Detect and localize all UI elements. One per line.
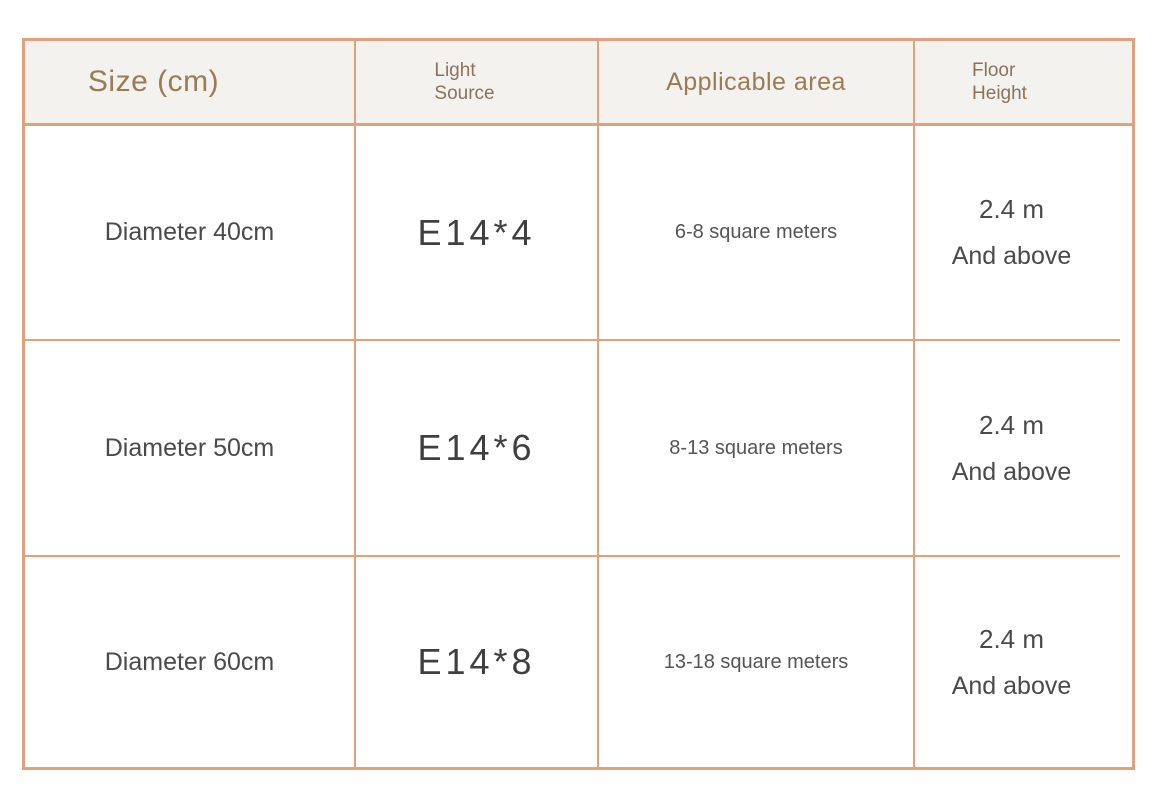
light-source-value: E14*6 <box>417 427 536 468</box>
light-source-value: E14*8 <box>417 641 536 682</box>
header-floor-line2: Height <box>972 83 1027 104</box>
header-light-source-cell: Light Source <box>356 41 599 126</box>
cell-size-row1: Diameter 40cm <box>25 126 356 341</box>
light-source-value: E14*4 <box>417 211 536 253</box>
header-floor-height-label: Floor Height <box>972 59 1027 105</box>
floor-height-value: 2.4 m <box>978 194 1045 224</box>
cell-light-source-row3: E14*8 <box>356 557 599 767</box>
header-floor-height-cell: Floor Height <box>915 41 1132 126</box>
header-size-label: Size (cm) <box>87 65 220 98</box>
cell-light-source-row1: E14*4 <box>356 126 599 341</box>
area-value: 6-8 square meters <box>674 221 838 243</box>
cell-area-row1: 6-8 square meters <box>599 126 915 341</box>
header-applicable-area-cell: Applicable area <box>599 41 915 126</box>
cell-area-row2: 8-13 square meters <box>599 341 915 557</box>
floor-height-value: 2.4 m <box>978 623 1045 654</box>
cell-floor-height-row2: 2.4 m And above <box>903 341 1120 557</box>
floor-height-note: And above <box>951 671 1072 700</box>
cell-size-row2: Diameter 50cm <box>25 341 356 557</box>
header-light-line2: Source <box>434 83 495 104</box>
floor-height-value: 2.4 m <box>978 409 1045 440</box>
header-size-cell: Size (cm) <box>25 41 356 126</box>
floor-height-note: And above <box>951 457 1072 486</box>
size-value: Diameter 60cm <box>104 647 275 676</box>
product-spec-table: Size (cm) Light Source Applicable area F… <box>22 38 1135 770</box>
cell-area-row3: 13-18 square meters <box>599 557 915 767</box>
header-applicable-area-label: Applicable area <box>666 67 846 96</box>
cell-size-row3: Diameter 60cm <box>25 557 356 767</box>
header-floor-line1: Floor <box>972 60 1016 81</box>
header-light-source-label: Light Source <box>434 59 494 105</box>
area-value: 8-13 square meters <box>669 436 843 459</box>
cell-floor-height-row3: 2.4 m And above <box>903 557 1120 767</box>
header-light-line1: Light <box>434 60 476 81</box>
cell-floor-height-row1: 2.4 m And above <box>903 126 1120 341</box>
cell-light-source-row2: E14*6 <box>356 341 599 557</box>
size-value: Diameter 40cm <box>104 218 275 246</box>
floor-height-note: And above <box>951 242 1072 270</box>
size-value: Diameter 50cm <box>104 433 275 462</box>
area-value: 13-18 square meters <box>663 650 849 673</box>
